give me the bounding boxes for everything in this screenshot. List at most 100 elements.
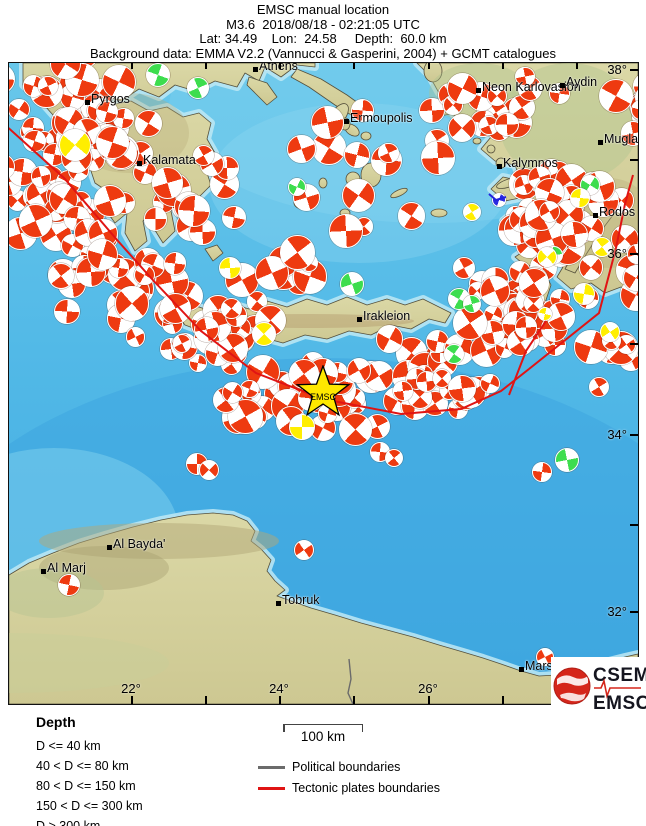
city-marker-ermoupolis xyxy=(344,119,349,124)
lon-tick xyxy=(131,63,133,69)
focal-mechanism-beachball xyxy=(548,83,570,105)
csem-emsc-logo[interactable]: CSEM EMSC xyxy=(551,657,646,714)
city-label-kalymnos: Kalymnos xyxy=(503,156,558,170)
map-canvas[interactable]: Athens Pyrgos Kalamata Ermoupolis Neon Karlo… xyxy=(8,62,639,705)
legend-depth-item: 80 < D <= 150 km xyxy=(36,779,136,793)
focal-mechanism-beachball xyxy=(240,379,259,398)
focal-mechanism-beachball xyxy=(589,377,609,397)
city-marker-athens xyxy=(253,67,258,72)
lon-tick xyxy=(279,696,281,704)
city-marker-kalymnos xyxy=(497,164,502,169)
lon-tick xyxy=(279,63,281,69)
focal-mechanism-beachball xyxy=(340,272,364,296)
focal-mechanism-beachball xyxy=(397,202,426,230)
logo-seismogram xyxy=(594,678,641,699)
focal-mechanism-beachball xyxy=(86,238,118,270)
city-label-tobruk: Tobruk xyxy=(282,593,320,607)
header-magnitude-time: M3.6 2018/08/18 - 02:21:05 UTC xyxy=(226,16,420,32)
lat-tick xyxy=(630,159,638,161)
land-attica xyxy=(246,76,278,106)
logo-text-csem: CSEM xyxy=(593,665,646,686)
lon-tick xyxy=(502,696,504,704)
focal-mechanism-beachball xyxy=(101,64,136,100)
focal-mechanism-beachball xyxy=(378,142,399,164)
focal-mechanism-beachball xyxy=(514,315,538,339)
lon-label: 26° xyxy=(418,681,438,696)
focal-mechanism-beachball xyxy=(54,298,80,325)
focal-mechanism-beachball xyxy=(573,283,595,305)
city-label-pyrgos: Pyrgos xyxy=(91,92,130,106)
lon-tick xyxy=(576,63,578,69)
tectonic-line-swatch xyxy=(258,787,285,790)
legend-depth-item: D <= 40 km xyxy=(36,739,101,753)
focal-mechanism-beachball xyxy=(9,98,31,121)
legend-depth-item: D > 300 km xyxy=(36,819,101,826)
focal-mechanism-beachball xyxy=(287,134,316,164)
city-marker-albayda xyxy=(107,545,112,550)
city-label-ermoupolis: Ermoupolis xyxy=(350,111,413,125)
focal-mechanism-beachball xyxy=(160,292,191,324)
focal-mechanism-beachball xyxy=(598,78,634,114)
city-label-kalamata: Kalamata xyxy=(143,153,196,167)
lon-tick xyxy=(205,63,207,69)
legend-depth-title: Depth xyxy=(36,714,76,730)
focal-mechanism-beachball xyxy=(420,141,455,176)
epicenter-label: EMSC xyxy=(310,392,337,402)
focal-mechanism-beachball xyxy=(487,85,508,106)
focal-mechanism-beachball xyxy=(600,322,620,342)
scale-bar xyxy=(283,724,363,733)
focal-mechanism-beachball xyxy=(135,110,162,137)
city-marker-tobruk xyxy=(276,601,281,606)
legend-depth-item: 40 < D <= 80 km xyxy=(36,759,129,773)
city-label-neonkarlovasion: Neon Karlovasion xyxy=(482,80,581,94)
focal-mechanism-beachball xyxy=(222,205,246,230)
focal-mechanism-beachball xyxy=(539,200,561,222)
city-marker-marsa xyxy=(519,667,524,672)
header: EMSC manual location M3.6 2018/08/18 - 0… xyxy=(0,2,646,61)
focal-mechanism-beachball xyxy=(620,120,638,146)
lat-tick xyxy=(630,434,638,436)
focal-mechanism-beachball xyxy=(280,235,315,270)
focal-mechanism-beachball xyxy=(252,322,276,346)
city-label-irakleion: Irakleion xyxy=(363,309,411,323)
focal-mechanism-beachball xyxy=(341,178,375,212)
focal-mechanism-beachball xyxy=(114,285,150,321)
focal-mechanism-beachball xyxy=(328,213,363,248)
focal-mechanism-beachball xyxy=(343,141,371,169)
header-lat-lon-depth: Lat: 34.49 Lon: 24.58 Depth: 60.0 km xyxy=(199,31,447,46)
lat-tick xyxy=(630,253,638,255)
focal-mechanism-beachball xyxy=(480,276,510,306)
city-marker-rodos xyxy=(593,213,598,218)
focal-mechanism-beachball xyxy=(221,381,243,403)
lat-tick xyxy=(630,69,638,71)
focal-mechanism-beachball xyxy=(294,540,314,560)
city-label-rodos: Rodos xyxy=(599,205,636,219)
city-marker-irakleion xyxy=(357,317,362,322)
city-marker-almarj xyxy=(41,569,46,574)
focal-mechanism-beachball xyxy=(479,373,500,394)
scale-bar-label: 100 km xyxy=(300,729,346,744)
lon-tick xyxy=(353,63,355,69)
focal-mechanism-beachball xyxy=(537,247,557,267)
lon-tick xyxy=(131,696,133,704)
focal-mechanism-beachball xyxy=(95,100,118,123)
epicenter-star: EMSC xyxy=(295,364,351,421)
lat-tick xyxy=(630,524,638,526)
focal-mechanism-beachball xyxy=(187,77,209,99)
focal-mechanism-beachball xyxy=(538,307,552,321)
focal-mechanism-beachball xyxy=(59,129,91,161)
city-label-athens: Athens xyxy=(259,63,298,73)
focal-mechanism-beachball xyxy=(444,344,464,364)
lat-label: 34° xyxy=(607,427,627,442)
focal-mechanism-beachball xyxy=(288,178,306,196)
focal-mechanism-beachball xyxy=(350,98,374,123)
focal-mechanism-beachball xyxy=(448,374,476,403)
header-location-type: EMSC manual location xyxy=(256,2,390,17)
star-shape xyxy=(295,364,351,417)
focal-mechanism-beachball xyxy=(532,462,552,482)
focal-mechanism-beachball xyxy=(18,204,53,238)
focal-mechanism-beachball xyxy=(463,203,481,221)
focal-mechanism-beachball xyxy=(311,105,344,139)
political-line-swatch xyxy=(258,766,285,769)
